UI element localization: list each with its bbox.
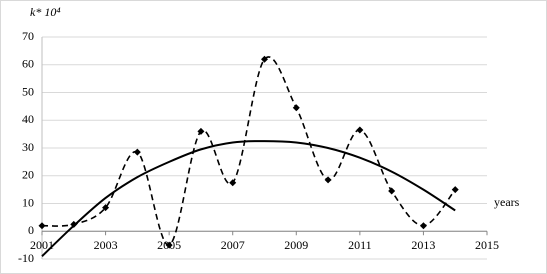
x-axis-label: years: [494, 195, 520, 209]
x-tick-label: 2001: [30, 238, 54, 252]
y-tick-label: 30: [22, 140, 34, 154]
y-tick-label: 0: [28, 223, 34, 237]
y-tick-label: 70: [22, 29, 34, 43]
marker: [419, 222, 427, 230]
marker: [324, 176, 332, 184]
y-tick-label: 20: [22, 168, 34, 182]
x-tick-label: 2007: [221, 238, 245, 252]
marker: [229, 179, 237, 187]
marker: [133, 148, 141, 156]
marker: [197, 127, 205, 135]
series-line: [41, 56, 456, 246]
y-tick-label: 10: [22, 195, 34, 209]
y-tick-label: 40: [22, 112, 34, 126]
marker: [38, 222, 46, 230]
marker: [261, 55, 268, 63]
series-line: [41, 140, 456, 257]
y-axis-label: k* 10⁴: [30, 5, 61, 19]
y-tick-label: 50: [22, 84, 34, 98]
x-tick-label: 2013: [411, 238, 435, 252]
x-tick-label: 2009: [284, 238, 308, 252]
x-tick-label: 2011: [348, 238, 372, 252]
y-tick-label: -10: [18, 251, 34, 265]
x-tick-label: 2015: [475, 238, 499, 252]
marker: [451, 186, 459, 194]
marker: [388, 187, 396, 195]
marker: [292, 104, 300, 112]
x-tick-label: 2003: [94, 238, 118, 252]
marker: [102, 204, 110, 212]
y-tick-label: 60: [22, 57, 34, 71]
marker: [165, 241, 173, 249]
marker: [356, 126, 364, 134]
